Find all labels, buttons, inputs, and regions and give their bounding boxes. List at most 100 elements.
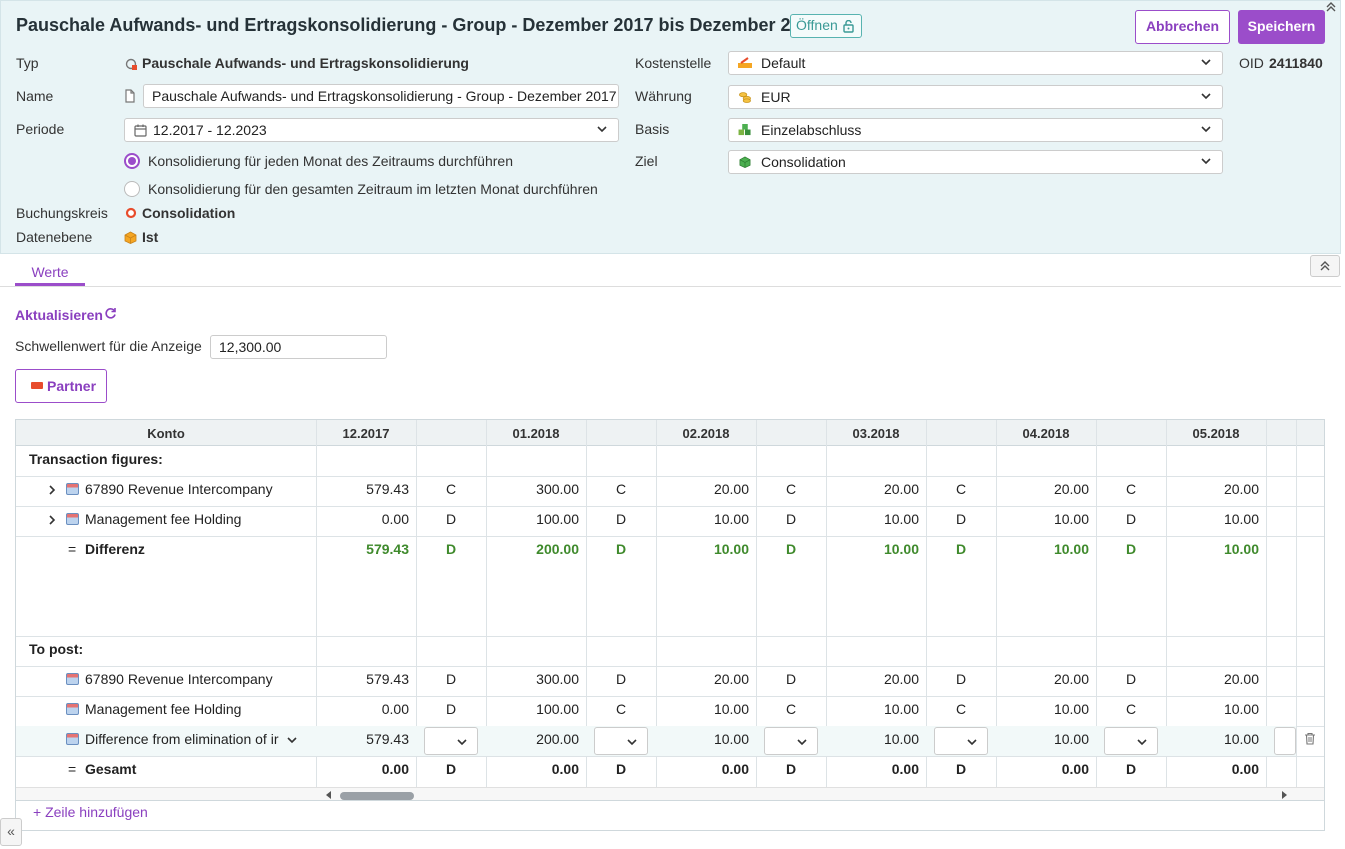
collapse-header-icon[interactable] xyxy=(1318,1,1344,17)
save-button[interactable]: Speichern xyxy=(1238,10,1325,44)
table-cell: 200.00 xyxy=(536,541,579,557)
radio-each-month[interactable] xyxy=(124,153,140,169)
chevron-down-icon[interactable] xyxy=(286,734,298,746)
debit-credit-select[interactable] xyxy=(594,727,648,755)
tab-werte[interactable]: Werte xyxy=(31,264,69,280)
debit-credit-cell: C xyxy=(955,481,967,497)
debit-credit-cell: D xyxy=(615,761,627,777)
horizontal-scrollbar[interactable] xyxy=(16,787,1324,800)
table-cell: 20.00 xyxy=(713,671,749,687)
waehrung-select[interactable]: EUR xyxy=(728,85,1223,109)
table-cell: 300.00 xyxy=(536,671,579,687)
tab-divider xyxy=(0,286,1341,287)
table-header: Konto 12.2017 01.2018 02.2018 03.2018 04… xyxy=(16,420,1324,446)
radio-each-month-label: Konsolidierung für jeden Monat des Zeitr… xyxy=(148,153,513,169)
debit-credit-cell: C xyxy=(1125,701,1137,717)
table-cell: 10.00 xyxy=(883,511,919,527)
table-cell: 10.00 xyxy=(713,541,749,557)
double-chevron-up-icon xyxy=(1320,261,1330,271)
refresh-link[interactable]: Aktualisieren xyxy=(15,307,116,323)
table-cell: 10.00 xyxy=(883,541,919,557)
cancel-button[interactable]: Abbrechen xyxy=(1135,10,1230,44)
add-row-link[interactable]: + Zeile hinzufügen xyxy=(33,804,148,820)
table-cell: 100.00 xyxy=(536,511,579,527)
debit-credit-cell: D xyxy=(955,511,967,527)
oid-label: OID xyxy=(1239,55,1264,71)
basis-value: Einzelabschluss xyxy=(761,122,862,138)
chevron-right-icon[interactable] xyxy=(46,484,58,496)
table-cell: 10.00 xyxy=(1053,701,1089,717)
threshold-input[interactable]: 12,300.00 xyxy=(210,335,387,359)
chevron-right-icon[interactable] xyxy=(46,514,58,526)
table-cell: 20.00 xyxy=(1223,481,1259,497)
expand-row-icon[interactable] xyxy=(46,514,58,526)
scroll-right-icon[interactable] xyxy=(1280,791,1288,799)
periode-value: 12.2017 - 12.2023 xyxy=(153,122,267,138)
name-input[interactable]: Pauschale Aufwands- und Ertragskonsolidi… xyxy=(143,84,619,108)
col-konto[interactable]: Konto xyxy=(147,426,185,441)
oid-value: 2411840 xyxy=(1269,55,1323,71)
add-row-bar: + Zeile hinzufügen xyxy=(15,801,1325,831)
debit-credit-select[interactable] xyxy=(1274,727,1296,755)
col-02-2018[interactable]: 02.2018 xyxy=(682,426,730,441)
table-cell: 0.00 xyxy=(891,761,919,777)
status-badge: Öffnen xyxy=(790,14,862,38)
ziel-label: Ziel xyxy=(635,153,658,169)
scroll-left-icon[interactable] xyxy=(325,791,333,799)
kostenstelle-select[interactable]: Default xyxy=(728,51,1223,75)
expand-row-icon[interactable] xyxy=(46,484,58,496)
typ-value: Pauschale Aufwands- und Ertragskonsolidi… xyxy=(142,55,469,71)
debit-credit-cell: D xyxy=(1125,761,1137,777)
table-cell: 10.00 xyxy=(883,701,919,717)
periode-select[interactable]: 12.2017 - 12.2023 xyxy=(124,118,619,142)
debit-credit-select[interactable] xyxy=(934,727,988,755)
typ-label: Typ xyxy=(16,55,39,71)
chevron-down-icon[interactable] xyxy=(966,736,978,748)
col-03-2018[interactable]: 03.2018 xyxy=(852,426,900,441)
chevron-down-icon[interactable] xyxy=(456,736,468,748)
radio-last-month-label: Konsolidierung für den gesamten Zeitraum… xyxy=(148,181,598,197)
account-icon xyxy=(66,733,79,745)
expand-sidebar-button[interactable]: « xyxy=(0,818,22,846)
debit-credit-cell: D xyxy=(1125,541,1137,557)
table-cell: 10.00 xyxy=(883,731,919,747)
section-to-post: To post: xyxy=(29,641,84,657)
table-cell: 10.00 xyxy=(1223,511,1259,527)
collapse-section-button[interactable] xyxy=(1310,255,1340,277)
chevron-down-icon[interactable] xyxy=(1136,736,1148,748)
table-cell: 0.00 xyxy=(1231,761,1259,777)
debit-credit-select[interactable] xyxy=(1104,727,1158,755)
partner-button[interactable]: Partner xyxy=(15,369,107,403)
debit-credit-select[interactable] xyxy=(424,727,478,755)
chevron-down-icon[interactable] xyxy=(796,736,808,748)
scrollbar-thumb[interactable] xyxy=(340,792,414,800)
account-dropdown[interactable] xyxy=(286,734,298,746)
debit-credit-cell: D xyxy=(785,511,797,527)
chevron-down-icon xyxy=(1201,158,1211,165)
status-badge-label: Öffnen xyxy=(796,17,838,33)
table-cell: 300.00 xyxy=(536,481,579,497)
differenz-label: Differenz xyxy=(85,541,145,557)
ziel-select[interactable]: Consolidation xyxy=(728,150,1223,174)
cubes-icon xyxy=(738,124,751,136)
tab-active-indicator xyxy=(15,283,85,286)
debit-credit-cell: C xyxy=(785,701,797,717)
account-name: Management fee Holding xyxy=(85,511,242,527)
radio-last-month[interactable] xyxy=(124,181,140,197)
basis-select[interactable]: Einzelabschluss xyxy=(728,118,1223,142)
col-04-2018[interactable]: 04.2018 xyxy=(1022,426,1070,441)
col-05-2018[interactable]: 05.2018 xyxy=(1192,426,1240,441)
chevron-down-icon[interactable] xyxy=(626,736,638,748)
table-cell: 100.00 xyxy=(536,701,579,717)
table-cell: 579.43 xyxy=(366,541,409,557)
table-cell: 0.00 xyxy=(551,761,579,777)
col-01-2018[interactable]: 01.2018 xyxy=(512,426,560,441)
trash-icon[interactable] xyxy=(1304,732,1316,745)
partner-flag-icon xyxy=(31,382,43,389)
debit-credit-select[interactable] xyxy=(764,727,818,755)
ziel-value: Consolidation xyxy=(761,154,846,170)
table-cell: 579.43 xyxy=(366,671,409,687)
table-cell: 20.00 xyxy=(713,481,749,497)
debit-credit-cell: D xyxy=(785,761,797,777)
col-12-2017[interactable]: 12.2017 xyxy=(342,426,390,441)
